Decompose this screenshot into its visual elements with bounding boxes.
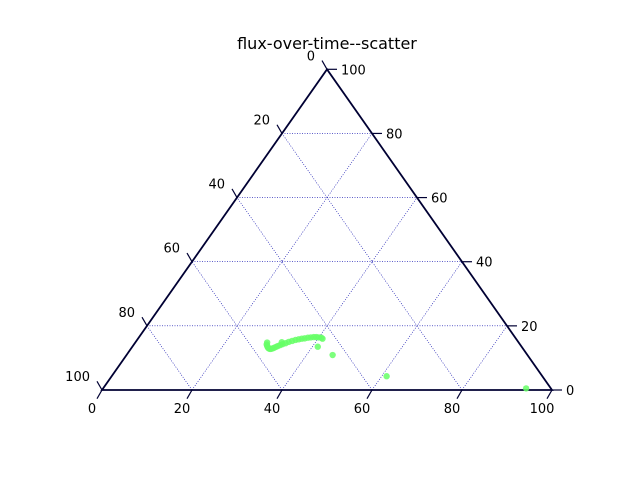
right-tick-label-80: 80: [386, 127, 403, 142]
bottom-tick-label-0: 0: [88, 402, 96, 417]
bottom-tick-label-20: 20: [174, 402, 191, 417]
data-point: [314, 343, 321, 350]
left-tick-label-100: 0: [307, 49, 315, 64]
grid-line-bottom-80: [461, 325, 508, 391]
left-tick-label-60: 40: [208, 178, 225, 193]
bottom-tick-20: [186, 389, 193, 399]
bottom-tick-label-100: 100: [530, 402, 555, 417]
grid-line-left-80: [146, 325, 193, 391]
grid-line-left-40: [236, 197, 373, 391]
grid-lines: [146, 133, 508, 391]
tick-marks: [96, 60, 562, 399]
tick-labels: 0 20 40 60 80 100 0 20 40 60 80 100 100 80 60 40 20 0: [65, 49, 574, 417]
grid-line-bottom-60: [371, 261, 463, 391]
data-point: [329, 351, 336, 359]
grid-line-left-60: [191, 261, 283, 391]
left-tick-label-40: 60: [163, 242, 180, 257]
left-tick-label-20: 80: [118, 306, 135, 321]
bottom-tick-40: [276, 389, 283, 399]
grid-line-bottom-40: [281, 197, 418, 391]
chart-title: flux-over-time--scatter: [237, 34, 417, 53]
left-tick-60: [231, 188, 238, 198]
right-tick-label-40: 40: [476, 256, 493, 271]
right-tick-label-0: 0: [566, 384, 574, 399]
data-point: [319, 335, 326, 342]
left-tick-0: [96, 381, 103, 391]
left-tick-20: [141, 316, 148, 327]
bottom-tick-0: [96, 389, 103, 399]
bottom-tick-100: [546, 389, 553, 399]
left-tick-40: [186, 252, 193, 263]
left-tick-label-0: 100: [65, 370, 90, 385]
left-tick-label-80: 20: [253, 113, 270, 128]
left-tick-80: [276, 124, 283, 134]
right-tick-label-20: 20: [521, 320, 538, 335]
right-tick-label-60: 60: [431, 192, 448, 207]
data-points: [263, 333, 530, 392]
data-point: [383, 373, 390, 380]
bottom-tick-60: [366, 389, 373, 399]
triangle-border: [100, 67, 554, 391]
triangle-axes: [100, 67, 554, 391]
data-point: [522, 385, 530, 392]
right-tick-label-100: 100: [341, 63, 366, 78]
bottom-tick-label-80: 80: [444, 402, 461, 417]
data-point: [278, 339, 285, 346]
left-tick-100: [321, 60, 328, 70]
bottom-tick-label-60: 60: [354, 402, 371, 417]
bottom-tick-80: [456, 389, 463, 399]
bottom-tick-label-40: 40: [264, 402, 281, 417]
